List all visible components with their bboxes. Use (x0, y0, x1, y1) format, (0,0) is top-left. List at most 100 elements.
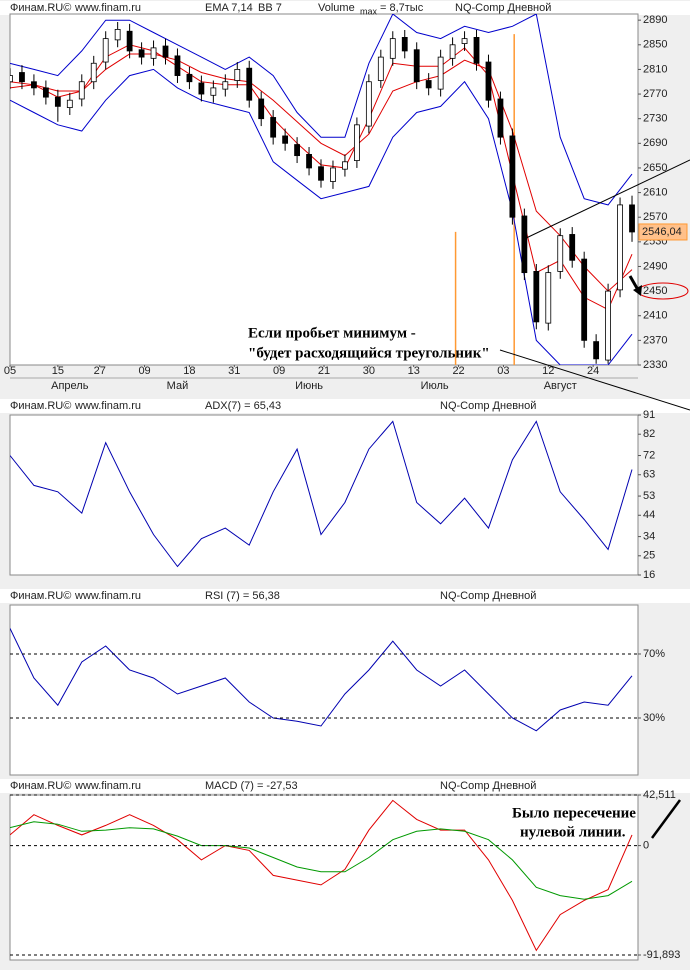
arrow (628, 275, 640, 291)
candle-body (102, 38, 109, 63)
candle-body (593, 341, 600, 360)
header-strip (0, 779, 690, 793)
y-tick-label: 2850 (643, 39, 667, 51)
candle-body (19, 72, 25, 83)
site: www.finam.ru (74, 400, 141, 412)
candle-body (557, 235, 564, 272)
x-tick-label: 09 (273, 365, 285, 377)
y-tick-label: 53 (643, 490, 655, 502)
header-strip (0, 1, 690, 15)
candle-body (581, 258, 588, 341)
y-tick-label: 2730 (643, 113, 667, 125)
indicator-title: MACD (7) = -27,53 (205, 780, 298, 792)
candle-body (246, 67, 253, 101)
y-tick-label: 2370 (643, 334, 667, 346)
candle-body (353, 124, 360, 161)
candle-body (198, 82, 205, 95)
plot-area (9, 13, 639, 366)
y-tick-label: 16 (643, 569, 655, 581)
plot (10, 799, 633, 952)
candle-body (617, 204, 623, 291)
y-tick-label: 91 (643, 409, 655, 421)
header-strip (0, 399, 690, 413)
y-tick-label: 2490 (643, 260, 667, 272)
candle-body (545, 272, 552, 324)
y-tick-label: 63 (643, 469, 655, 481)
candle-body (461, 38, 468, 44)
trend-line (521, 159, 690, 241)
source: Финам.RU© (10, 2, 71, 14)
candle-body (150, 47, 157, 59)
plot-area (9, 604, 639, 776)
annotation: Было пересечение (512, 805, 636, 821)
candle-body (485, 61, 492, 101)
volume-sub: max (360, 6, 378, 16)
candle-body (342, 161, 348, 170)
month-label: Май (167, 380, 189, 392)
candle-body (174, 55, 181, 76)
x-tick-label: 12 (542, 365, 554, 377)
y-tick-label: 2450 (643, 285, 667, 297)
candle-body (425, 80, 432, 89)
candle-body (66, 99, 73, 108)
candle-body (449, 44, 456, 59)
slash-mark (650, 799, 682, 839)
y-tick-label: 42,511 (643, 789, 676, 801)
candle-body (114, 28, 121, 41)
y-tick-label: -91,893 (643, 949, 680, 961)
candle-body (42, 87, 49, 98)
y-tick-label: 2410 (643, 310, 667, 322)
candle-body (282, 135, 289, 144)
candle-body (31, 81, 37, 89)
y-tick-label: 2330 (643, 359, 667, 371)
candle-body (605, 290, 611, 361)
volume-max: = 8,7тыс (380, 2, 424, 14)
month-label: Август (544, 380, 577, 392)
candle-body (10, 75, 13, 83)
instrument: NQ-Comp Дневной (455, 2, 551, 14)
y-tick-label: 2810 (643, 63, 667, 75)
site: www.finam.ru (74, 2, 141, 14)
candle-body (258, 98, 265, 120)
x-tick-label: 03 (497, 365, 509, 377)
x-tick-label: 13 (408, 365, 420, 377)
x-tick-label: 22 (452, 365, 464, 377)
candle-body (413, 49, 420, 83)
x-tick-label: 31 (228, 365, 240, 377)
legend-entry: EMA 7,14 (205, 2, 253, 14)
x-tick-label: 09 (138, 365, 150, 377)
y-tick-label: 34 (643, 531, 655, 543)
candle-body (377, 56, 384, 81)
candle-body (54, 96, 61, 107)
candle-body (138, 49, 145, 58)
candle-body (186, 73, 193, 83)
indicator-line (10, 799, 633, 952)
overlay-line (10, 53, 633, 292)
candle-body (365, 81, 372, 127)
y-tick-label: 70% (643, 648, 665, 660)
candle-body (78, 81, 85, 100)
y-tick-label: 2890 (643, 14, 667, 26)
y-tick-label: 2770 (643, 88, 667, 100)
x-tick-label: 05 (4, 365, 16, 377)
legend-entry: BB 7 (258, 2, 282, 14)
site: www.finam.ru (74, 590, 141, 602)
plot (10, 14, 635, 365)
plot-area (9, 414, 639, 576)
indicator-title: RSI (7) = 56,38 (205, 590, 280, 602)
candle-body (497, 98, 504, 138)
candle-body (234, 69, 241, 81)
indicator-line (10, 420, 633, 568)
y-tick-label: 25 (643, 550, 655, 562)
volume-label: Volume (318, 2, 355, 14)
y-tick-label: 2650 (643, 162, 667, 174)
candle-body (270, 117, 277, 138)
candle-body (401, 37, 408, 52)
y-tick-label: 2570 (643, 211, 667, 223)
month-label: Июнь (295, 380, 323, 392)
price-marker (638, 223, 688, 241)
source: Финам.RU© (10, 590, 71, 602)
header-strip (0, 589, 690, 603)
month-label: Июль (421, 380, 449, 392)
